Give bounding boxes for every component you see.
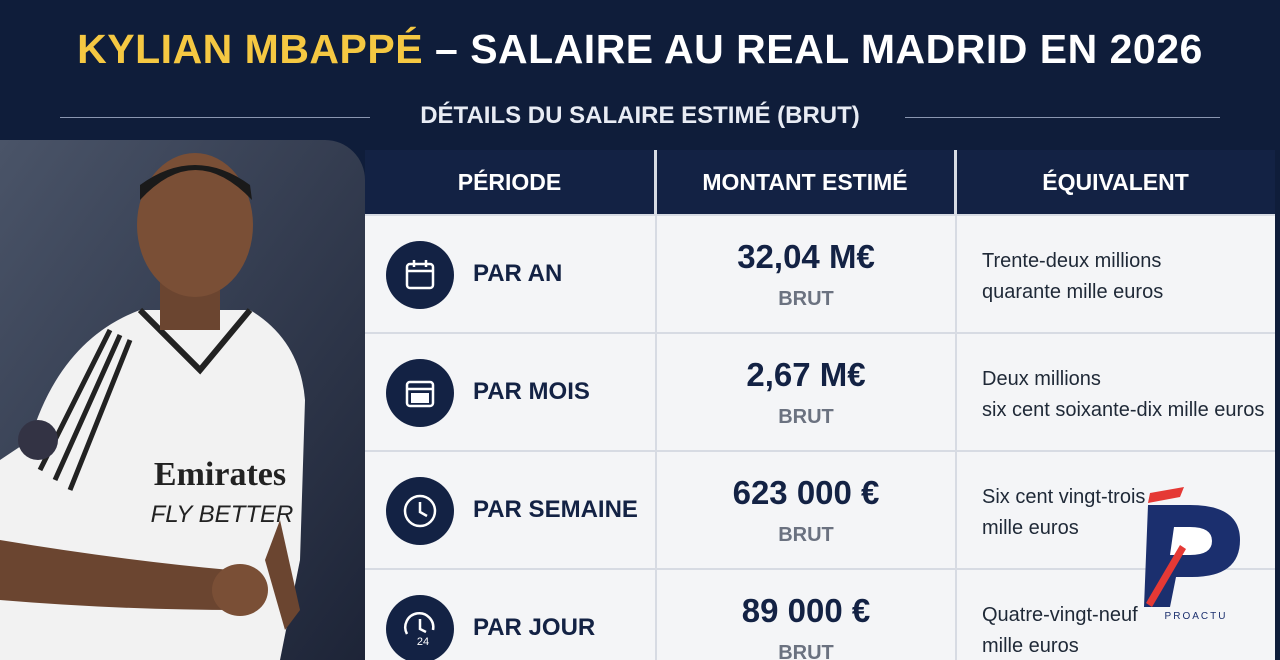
- equivalent-line: Six cent vingt-trois: [982, 486, 1146, 508]
- amount-note: BRUT: [778, 642, 834, 660]
- divider: [905, 117, 1220, 118]
- amount: 623 000 €: [732, 474, 880, 511]
- equivalent-line: quarante mille euros: [982, 281, 1164, 303]
- column-header: ÉQUIVALENT: [956, 150, 1275, 214]
- table-row: PAR SEMAINE 623 000 € BRUT Six cent vingt-t…: [365, 450, 1275, 568]
- divider: [60, 117, 370, 118]
- period-label: PAR MOIS: [473, 378, 590, 405]
- table-row: PAR MOIS 2,67 M€ BRUT Deux millions six cent…: [365, 332, 1275, 450]
- period-icon: [386, 241, 454, 309]
- photo-illustration: Emirates FLY BETTER: [0, 140, 365, 660]
- equivalent-line: Trente-deux millions: [982, 250, 1162, 272]
- player-photo: Emirates FLY BETTER: [0, 140, 365, 660]
- period-label: PAR JOUR: [473, 614, 596, 641]
- equivalent: Quatre-vingt-neuf mille euros: [982, 600, 1138, 660]
- equivalent-line: Quatre-vingt-neuf: [982, 604, 1138, 626]
- period-label: PAR SEMAINE: [473, 496, 638, 523]
- equivalent-line: mille euros: [982, 517, 1079, 539]
- salary-table: PÉRIODE MONTANT ESTIMÉ ÉQUIVALENT PAR AN…: [365, 150, 1275, 660]
- period-icon: 24: [386, 595, 454, 660]
- column-divider: [955, 150, 957, 660]
- equivalent-line: six cent soixante-dix mille euros: [982, 399, 1265, 421]
- amount: 32,04 M€: [737, 238, 875, 275]
- svg-text:FLY BETTER: FLY BETTER: [151, 501, 294, 528]
- equivalent-line: mille euros: [982, 635, 1079, 657]
- equivalent: Deux millions six cent soixante-dix mille…: [982, 364, 1264, 426]
- title-name: KYLIAN MBAPPÉ: [77, 26, 424, 72]
- logo-text: PROACTU: [1165, 611, 1228, 622]
- column-header: MONTANT ESTIMÉ: [656, 150, 956, 214]
- svg-text:Emirates: Emirates: [154, 456, 286, 493]
- equivalent: Six cent vingt-trois mille euros: [982, 482, 1145, 544]
- equivalent: Trente-deux millions quarante mille euros: [982, 246, 1163, 308]
- subtitle-text: DÉTAILS DU SALAIRE ESTIMÉ (BRUT): [420, 102, 860, 129]
- period-label: PAR AN: [473, 260, 563, 287]
- amount-note: BRUT: [778, 524, 834, 546]
- amount-note: BRUT: [778, 406, 834, 428]
- period-icon: [386, 477, 454, 545]
- column-divider: [655, 150, 657, 660]
- amount: 2,67 M€: [746, 356, 866, 393]
- amount: 89 000 €: [741, 592, 871, 629]
- title-rest: – SALAIRE AU REAL MADRID EN 2026: [435, 26, 1203, 72]
- subtitle: DÉTAILS DU SALAIRE ESTIMÉ (BRUT): [0, 102, 1280, 130]
- svg-text:24: 24: [417, 636, 429, 648]
- table-row: PAR AN 32,04 M€ BRUT Trente-deux millions qu…: [365, 214, 1275, 332]
- table-row: 24 PAR JOUR 89 000 € BRUT Quatre-vingt-neuf m…: [365, 568, 1275, 660]
- equivalent-line: Deux millions: [982, 368, 1101, 390]
- column-header: PÉRIODE: [365, 150, 656, 214]
- amount-note: BRUT: [778, 288, 834, 310]
- period-icon: [386, 359, 454, 427]
- title: KYLIAN MBAPPÉ – SALAIRE AU REAL MADRID E…: [0, 26, 1280, 73]
- logo: PROACTU: [1144, 487, 1240, 622]
